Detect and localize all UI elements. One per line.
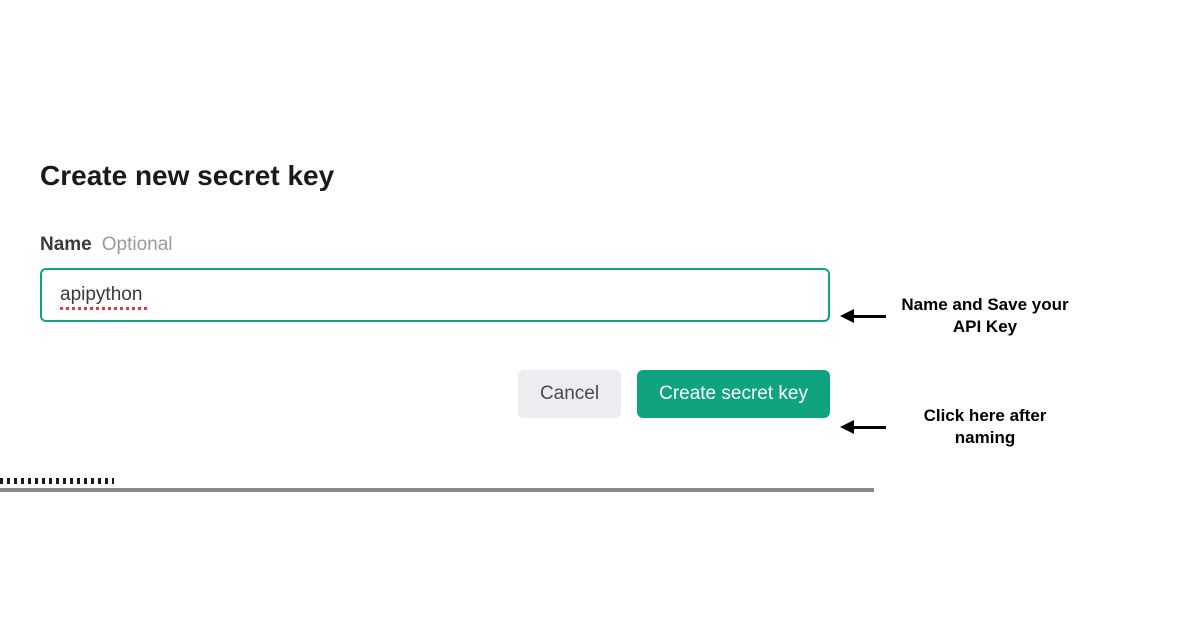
arrow-left-icon [840,420,886,434]
bottom-dotted-fragment [0,478,114,484]
create-secret-key-button[interactable]: Create secret key [637,370,830,418]
cancel-button[interactable]: Cancel [518,370,621,418]
optional-label: Optional [102,234,173,256]
field-label-row: Name Optional [40,234,830,256]
bottom-gray-line [0,488,874,492]
name-label: Name [40,234,92,256]
annotation-input-text: Name and Save your API Key [900,294,1070,338]
create-key-dialog: Create new secret key Name Optional Canc… [40,160,830,456]
dialog-title: Create new secret key [40,160,830,192]
input-wrapper [40,268,830,322]
annotation-button: Click here after naming [840,405,1070,449]
arrow-left-icon [840,309,886,323]
key-name-input[interactable] [40,268,830,322]
annotation-input: Name and Save your API Key [840,294,1070,338]
button-row: Cancel Create secret key [40,370,830,418]
annotation-button-text: Click here after naming [900,405,1070,449]
